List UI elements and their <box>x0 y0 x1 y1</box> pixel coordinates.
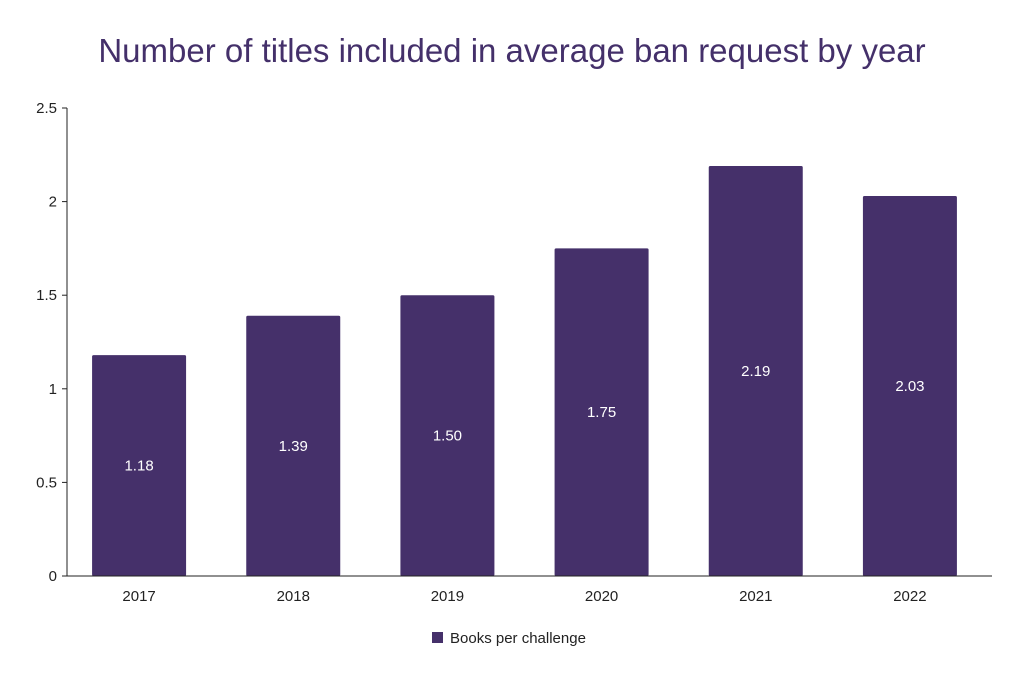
y-tick-label: 0.5 <box>36 474 57 491</box>
legend-label: Books per challenge <box>450 630 586 647</box>
bar-value-label: 1.50 <box>433 428 462 445</box>
bar <box>554 248 649 576</box>
x-tick-label: 2017 <box>122 588 155 605</box>
y-tick-label: 1 <box>49 381 57 398</box>
bar-value-label: 2.03 <box>895 378 924 395</box>
bar-data-labels: 1.18 1.39 1.50 1.75 2.19 2.03 <box>124 363 924 475</box>
legend-swatch <box>432 632 443 643</box>
bar-value-label: 1.75 <box>587 404 616 421</box>
bar-value-label: 1.18 <box>124 458 153 475</box>
x-tick-label: 2018 <box>277 588 310 605</box>
x-axis-ticks: 2017 2018 2019 2020 2021 2022 <box>122 588 926 605</box>
y-tick-label: 0 <box>49 568 57 585</box>
chart-title: Number of titles included in average ban… <box>98 32 925 69</box>
y-axis-ticks: 0 0.5 1 1.5 2 2.5 <box>36 100 67 585</box>
y-tick-label: 1.5 <box>36 287 57 304</box>
y-tick-label: 2.5 <box>36 100 57 117</box>
bar-value-label: 2.19 <box>741 363 770 380</box>
legend: Books per challenge <box>432 630 586 647</box>
x-tick-label: 2020 <box>585 588 618 605</box>
x-tick-label: 2021 <box>739 588 772 605</box>
bar <box>246 315 341 576</box>
y-tick-label: 2 <box>49 194 57 211</box>
bar <box>862 195 957 576</box>
x-tick-label: 2022 <box>893 588 926 605</box>
x-tick-label: 2019 <box>431 588 464 605</box>
bar <box>708 166 803 577</box>
bar <box>400 295 495 576</box>
bar-value-label: 1.39 <box>279 438 308 455</box>
bar <box>92 355 187 576</box>
bars <box>92 166 957 577</box>
